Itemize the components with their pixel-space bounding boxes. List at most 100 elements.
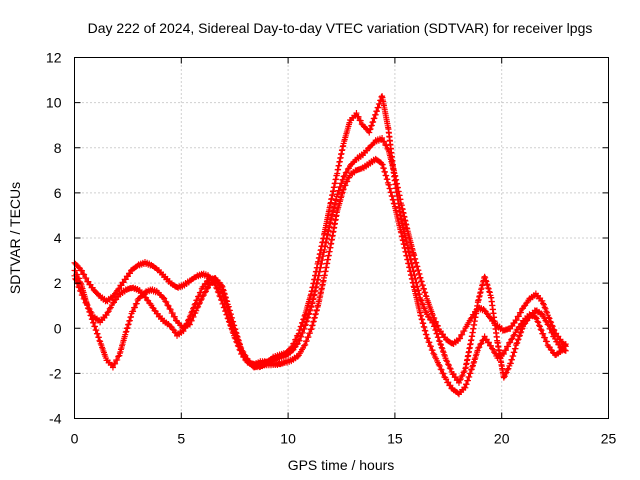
data-point — [538, 327, 545, 334]
data-point — [437, 328, 444, 335]
chart-title: Day 222 of 2024, Sidereal Day-to-day VTE… — [88, 20, 593, 36]
data-point — [217, 284, 224, 291]
data-point — [562, 347, 569, 354]
data-point — [197, 289, 204, 296]
data-point — [500, 374, 507, 381]
data-point — [341, 172, 348, 179]
data-point — [194, 297, 201, 304]
data-point — [504, 366, 511, 373]
data-point — [434, 330, 441, 337]
data-point — [501, 373, 508, 380]
data-point — [521, 321, 528, 328]
data-point — [76, 284, 83, 291]
data-point — [167, 306, 174, 313]
data-point — [87, 308, 94, 315]
data-point — [115, 286, 122, 293]
data-point — [297, 326, 304, 333]
data-point — [439, 348, 446, 355]
data-point — [379, 134, 386, 141]
data-point — [81, 296, 88, 303]
data-point — [240, 350, 247, 357]
data-point — [296, 337, 303, 344]
y-tick-label: 10 — [46, 95, 62, 111]
data-point — [291, 340, 298, 347]
data-point — [222, 297, 229, 304]
data-point — [106, 305, 113, 312]
data-point — [489, 345, 496, 352]
data-point — [516, 333, 523, 340]
data-point — [188, 309, 195, 316]
data-point — [203, 285, 210, 292]
y-tick-label: 6 — [54, 185, 62, 201]
data-point — [483, 336, 490, 343]
data-point — [234, 336, 241, 343]
data-point — [375, 104, 382, 111]
data-point — [79, 292, 86, 299]
data-point — [337, 183, 344, 190]
y-axis-label: SDTVAR / TECUs — [7, 182, 23, 294]
data-point — [539, 297, 546, 304]
y-axis-ticks: -4 -2 0 2 4 6 8 10 12 — [46, 50, 609, 427]
data-point — [298, 333, 305, 340]
x-tick-label: 25 — [601, 431, 617, 447]
data-point — [301, 325, 308, 332]
data-point — [301, 312, 308, 319]
data-point — [127, 270, 134, 277]
data-point — [370, 118, 377, 125]
data-point — [161, 295, 168, 302]
data-point — [196, 299, 203, 306]
data-point — [513, 340, 520, 347]
data-point — [236, 343, 243, 350]
y-tick-label: 12 — [46, 50, 62, 66]
data-point — [491, 349, 498, 356]
data-point — [542, 334, 549, 341]
x-tick-label: 0 — [71, 431, 79, 447]
data-point — [220, 293, 227, 300]
data-point — [556, 341, 563, 348]
data-point — [540, 330, 547, 337]
data-point — [419, 300, 426, 307]
data-point — [517, 309, 524, 316]
data-point — [92, 323, 99, 330]
data-point — [299, 329, 306, 336]
data-point — [303, 337, 310, 344]
data-point — [436, 363, 443, 370]
data-point — [340, 186, 347, 193]
data-point — [164, 302, 171, 309]
data-point — [517, 329, 524, 336]
data-point — [195, 303, 202, 310]
data-point — [122, 276, 129, 283]
data-point — [450, 370, 457, 377]
data-point — [84, 302, 91, 309]
data-point — [475, 345, 482, 352]
y-tick-label: 8 — [54, 140, 62, 156]
data-point — [436, 338, 443, 345]
data-point — [547, 325, 554, 332]
data-point — [112, 360, 119, 367]
data-point — [532, 314, 539, 321]
data-point — [195, 293, 202, 300]
data-point — [342, 169, 349, 176]
data-point — [537, 326, 544, 333]
data-point — [424, 335, 431, 342]
series-track-c — [71, 93, 569, 386]
data-point — [378, 93, 385, 100]
data-point — [507, 339, 514, 346]
data-point — [516, 332, 523, 339]
data-point — [221, 296, 228, 303]
data-point — [434, 322, 441, 329]
data-point — [533, 315, 540, 322]
data-point — [151, 307, 158, 314]
data-point — [302, 341, 309, 348]
data-point — [183, 321, 190, 328]
data-point — [456, 377, 463, 384]
data-point — [505, 343, 512, 350]
data-point — [342, 182, 349, 189]
data-point — [461, 368, 468, 375]
data-point — [459, 372, 466, 379]
data-point — [461, 327, 468, 334]
data-point — [293, 336, 300, 343]
data-point — [485, 339, 492, 346]
data-point — [447, 365, 454, 372]
y-tick-label: -4 — [49, 411, 62, 427]
